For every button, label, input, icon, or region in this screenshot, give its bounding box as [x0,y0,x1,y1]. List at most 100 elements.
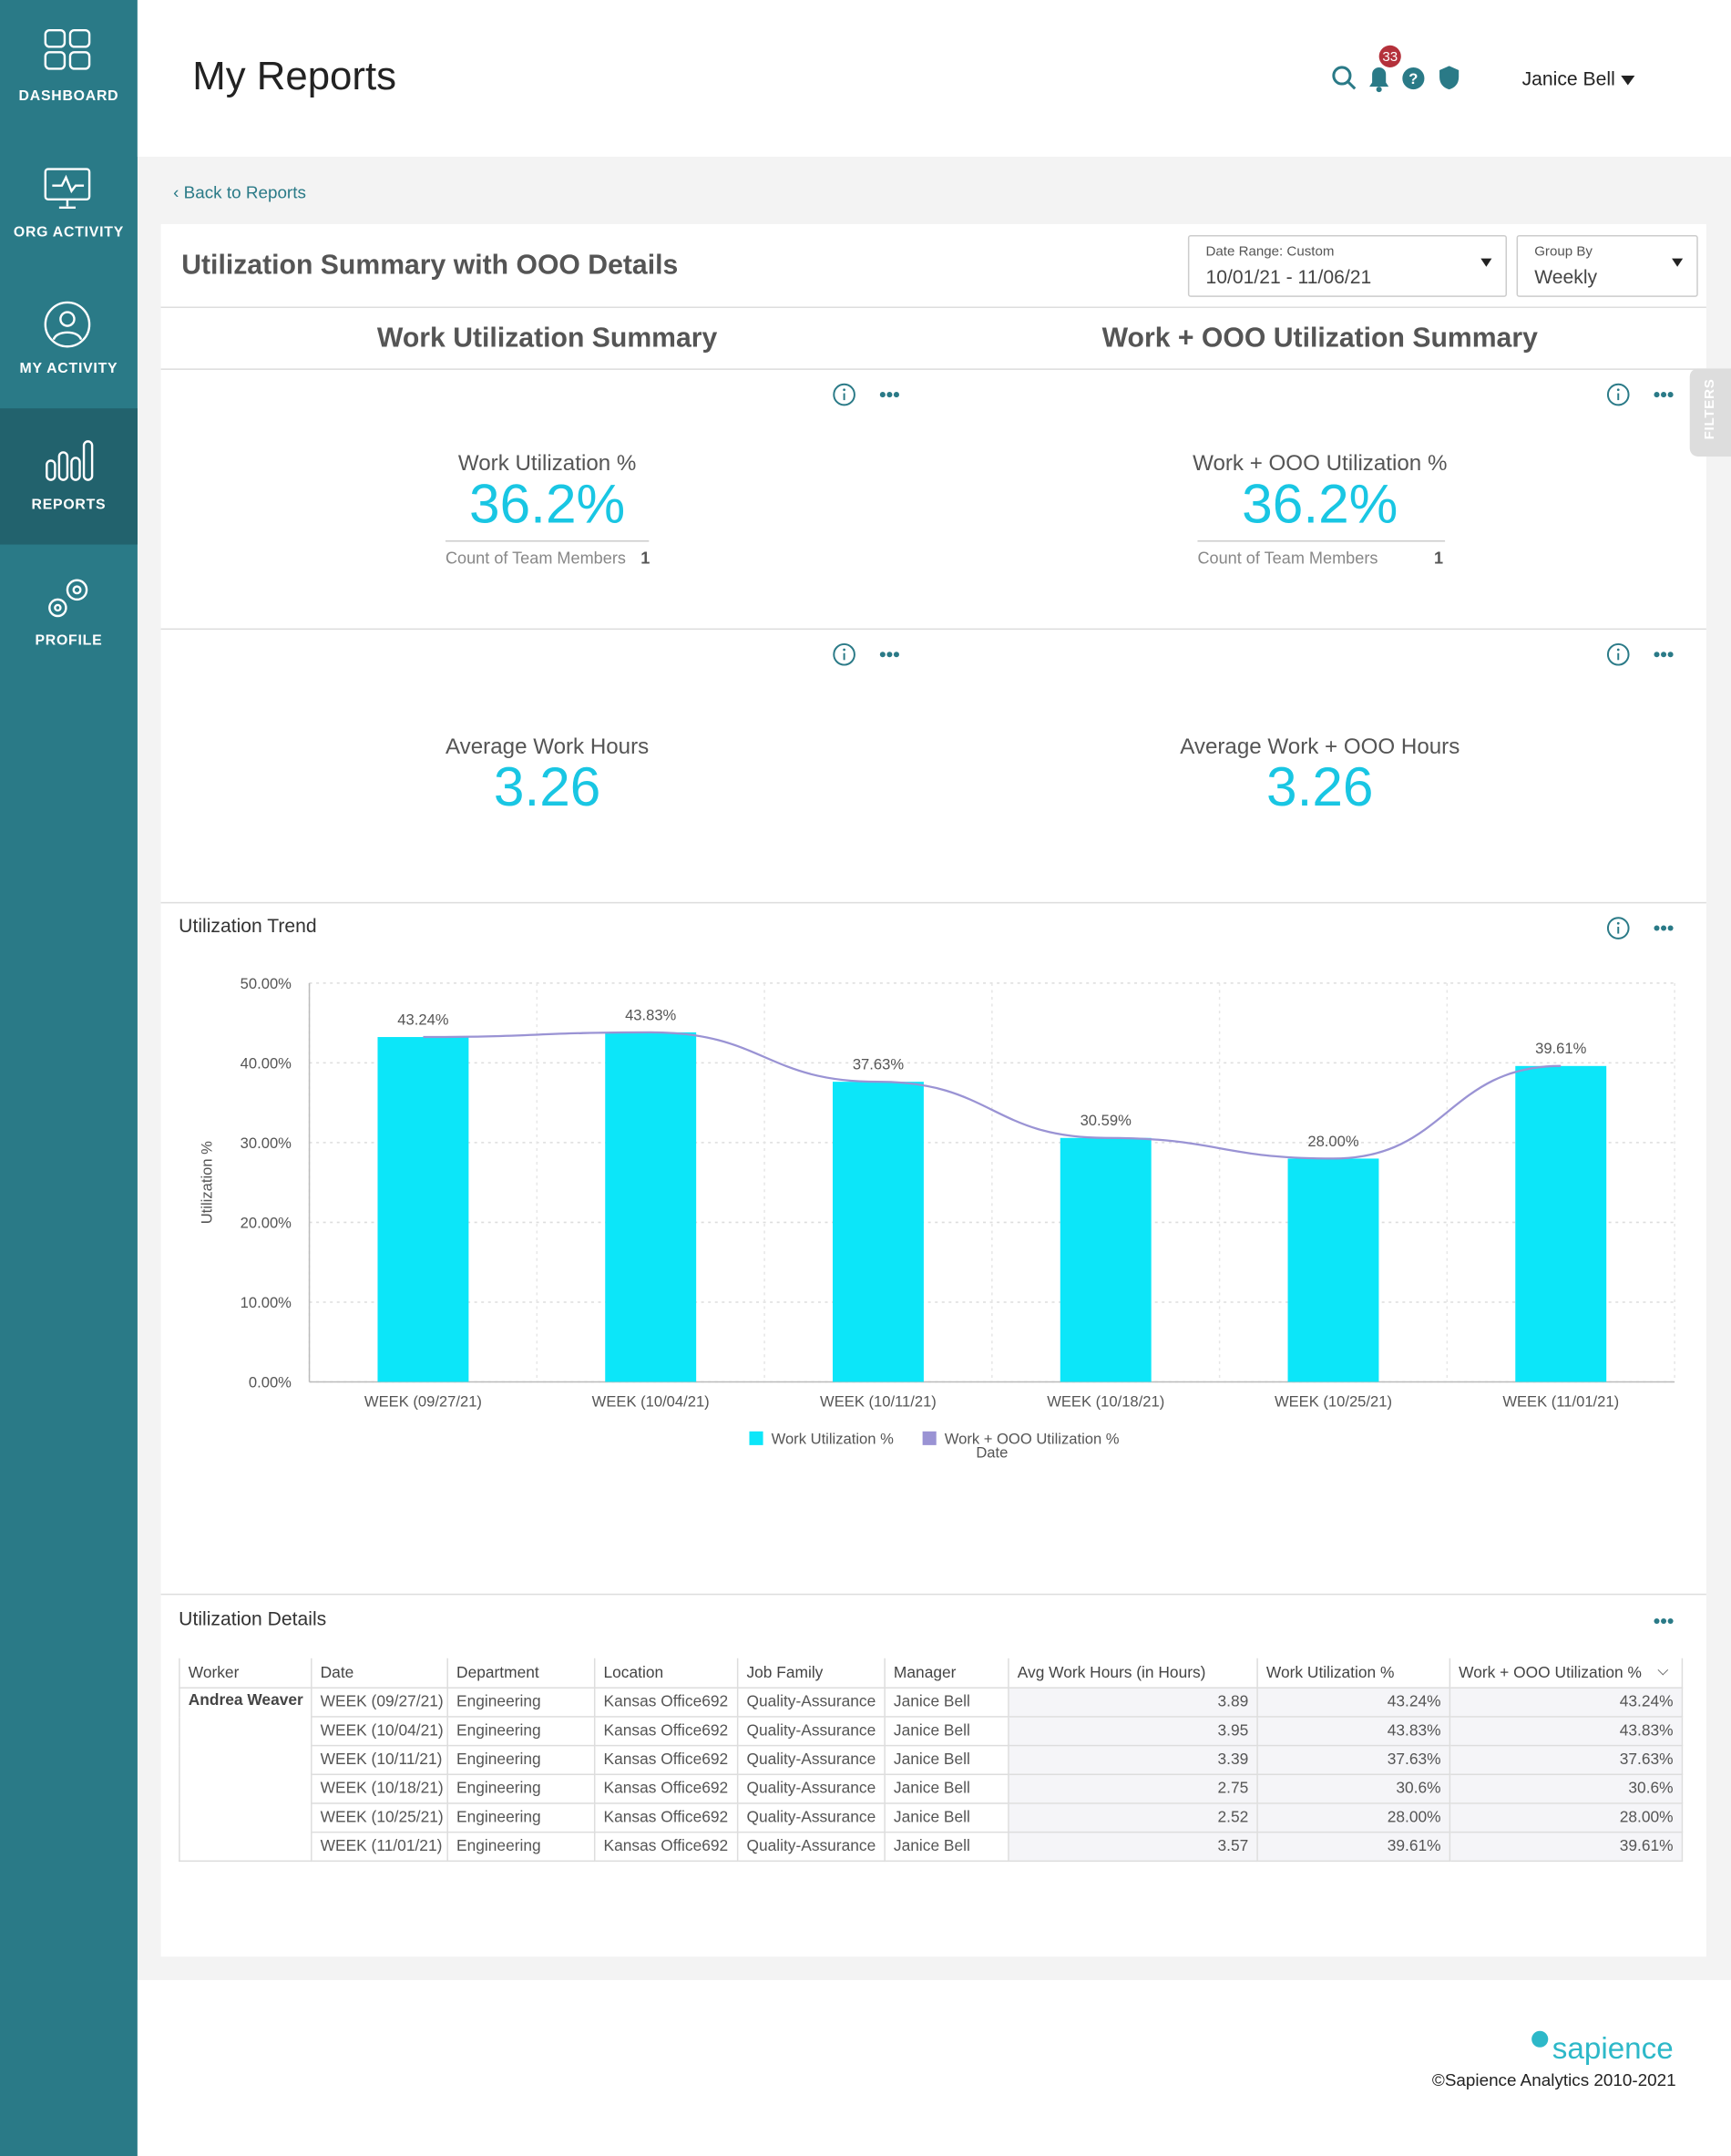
icon [44,28,91,70]
column-header: Job Family [736,1658,886,1689]
table-cell: Kansas Office692 [593,1773,739,1804]
help-icon[interactable]: ? [1402,67,1425,90]
table-cell: 43.83% [1256,1716,1451,1747]
nav-label: PROFILE [35,632,103,650]
kpi-count-label: Count of Team Members [445,549,626,569]
table-cell: Kansas Office692 [593,1687,739,1718]
header: My Reports 33 ? Janice Bell [137,0,1731,158]
legend-label: Work + OOO Utilization % [945,1430,1120,1447]
back-link[interactable]: ‹ Back to Reports [173,183,306,202]
icon [48,579,88,618]
kpi-count-label: Count of Team Members [1197,549,1378,569]
bar [377,1037,469,1382]
table-cell: 39.61% [1449,1831,1684,1863]
kpi-label: Average Work + OOO Hours [1180,735,1460,759]
nav-reports[interactable]: REPORTS [0,408,138,545]
user-caret[interactable] [1621,75,1635,86]
filters-tab[interactable]: FILTERS [1689,368,1731,457]
dropdown-label: Group By [1534,244,1593,261]
table-cell: 3.57 [1008,1831,1258,1863]
divider [160,901,1706,904]
table-cell: Janice Bell [884,1716,1009,1747]
table-cell: Kansas Office692 [593,1716,739,1747]
brand-dot [1531,2030,1549,2048]
table-cell: WEEK (10/25/21) [311,1802,448,1833]
icon [44,301,91,348]
kpi-value: 3.26 [493,757,601,818]
nav-label: ORG ACTIVITY [13,223,125,241]
y-tick-label: 10.00% [241,1294,292,1311]
x-tick-label: WEEK (10/25/21) [1275,1393,1392,1411]
header-icons: 33 ? [1332,45,1460,93]
kpi-label: Average Work Hours [446,735,650,759]
x-tick-label: WEEK (10/11/21) [820,1393,937,1411]
kpi-value: 36.2% [1242,474,1398,535]
table-cell: WEEK (10/18/21) [311,1773,448,1804]
table-cell: Engineering [446,1802,596,1833]
kpi-label: Work Utilization % [457,452,637,477]
table-cell: Janice Bell [884,1773,1009,1804]
table-cell: Engineering [446,1744,596,1776]
chevron: ‹ [173,182,184,202]
kpi-rule [1197,540,1446,542]
report-title: Utilization Summary with OOO Details [181,250,679,281]
table-row: WEEK (10/04/21) Engineering Kansas Office6… [179,1716,1684,1747]
table-cell: WEEK (10/04/21) [311,1716,448,1747]
table-row: WEEK (10/18/21) Engineering Kansas Office6… [179,1773,1684,1804]
table-cell: Engineering [446,1716,596,1747]
bar [1060,1137,1152,1382]
column-header: Location [593,1658,739,1689]
worker-cell: Andrea Weaver [179,1687,312,1863]
nav-profile[interactable]: PROFILE [0,545,138,681]
column-header: Date [311,1658,448,1689]
data-label: 43.24% [397,1011,448,1028]
caret [1672,258,1684,267]
nav-org-activity[interactable]: ORG ACTIVITY [0,136,138,272]
shield-icon[interactable] [1439,66,1460,90]
column-header: Work Utilization % [1256,1658,1451,1689]
nav-label: REPORTS [31,496,107,513]
table-cell: 2.75 [1008,1773,1258,1804]
y-tick-label: 40.00% [241,1054,292,1072]
table-cell: WEEK (09/27/21) [311,1687,448,1718]
table-cell: Quality-Assurance [736,1802,886,1833]
divider [160,368,1706,370]
summary-heading: Work + OOO Utilization Summary [1101,323,1538,354]
y-axis-label: Utilization % [198,1141,215,1224]
dropdown-value: 10/01/21 - 11/06/21 [1205,265,1372,288]
kpi-count: 1 [640,549,650,569]
group-by-dropdown[interactable]: Group By Weekly [1516,235,1698,297]
report-card: Utilization Summary with OOO Details Dat… [160,223,1706,1957]
bell-icon[interactable] [1369,67,1389,93]
table-row: WEEK (10/11/21) Engineering Kansas Office6… [179,1744,1684,1776]
table-cell: Engineering [446,1831,596,1863]
x-tick-label: WEEK (10/04/21) [592,1393,710,1411]
date-range-dropdown[interactable]: Date Range: Custom 10/01/21 - 11/06/21 [1187,235,1508,297]
column-header: Department [446,1658,596,1689]
search-icon[interactable] [1332,66,1357,90]
table-body: Andrea Weaver WEEK (09/27/21) Engineering K… [179,1687,1684,1863]
legend-swatch [749,1431,763,1445]
column-header: Avg Work Hours (in Hours) [1008,1658,1258,1689]
details-title: Utilization Details [179,1607,327,1630]
table-cell: Janice Bell [884,1687,1009,1718]
nav-dashboard[interactable]: DASHBOARD [0,0,138,136]
y-tick-label: 20.00% [241,1214,292,1231]
data-label: 37.63% [853,1056,904,1073]
footer: sapience ©Sapience Analytics 2010-2021 [137,1979,1731,2156]
caret [1480,258,1492,267]
dropdown-label: Date Range: Custom [1205,244,1335,261]
nav-my-activity[interactable]: MY ACTIVITY [0,272,138,408]
bar [605,1032,697,1382]
data-label: 28.00% [1307,1133,1358,1150]
table-cell: 39.61% [1256,1831,1451,1863]
y-tick-label: 50.00% [241,975,292,992]
table-cell: Quality-Assurance [736,1773,886,1804]
filters-label: FILTERS [1703,378,1718,440]
x-tick-label: WEEK (09/27/21) [364,1393,482,1411]
column-header: Worker [179,1658,312,1689]
user-name[interactable]: Janice Bell [1521,67,1615,90]
table-cell: WEEK (11/01/21) [311,1831,448,1863]
table-cell: WEEK (10/11/21) [311,1744,448,1776]
